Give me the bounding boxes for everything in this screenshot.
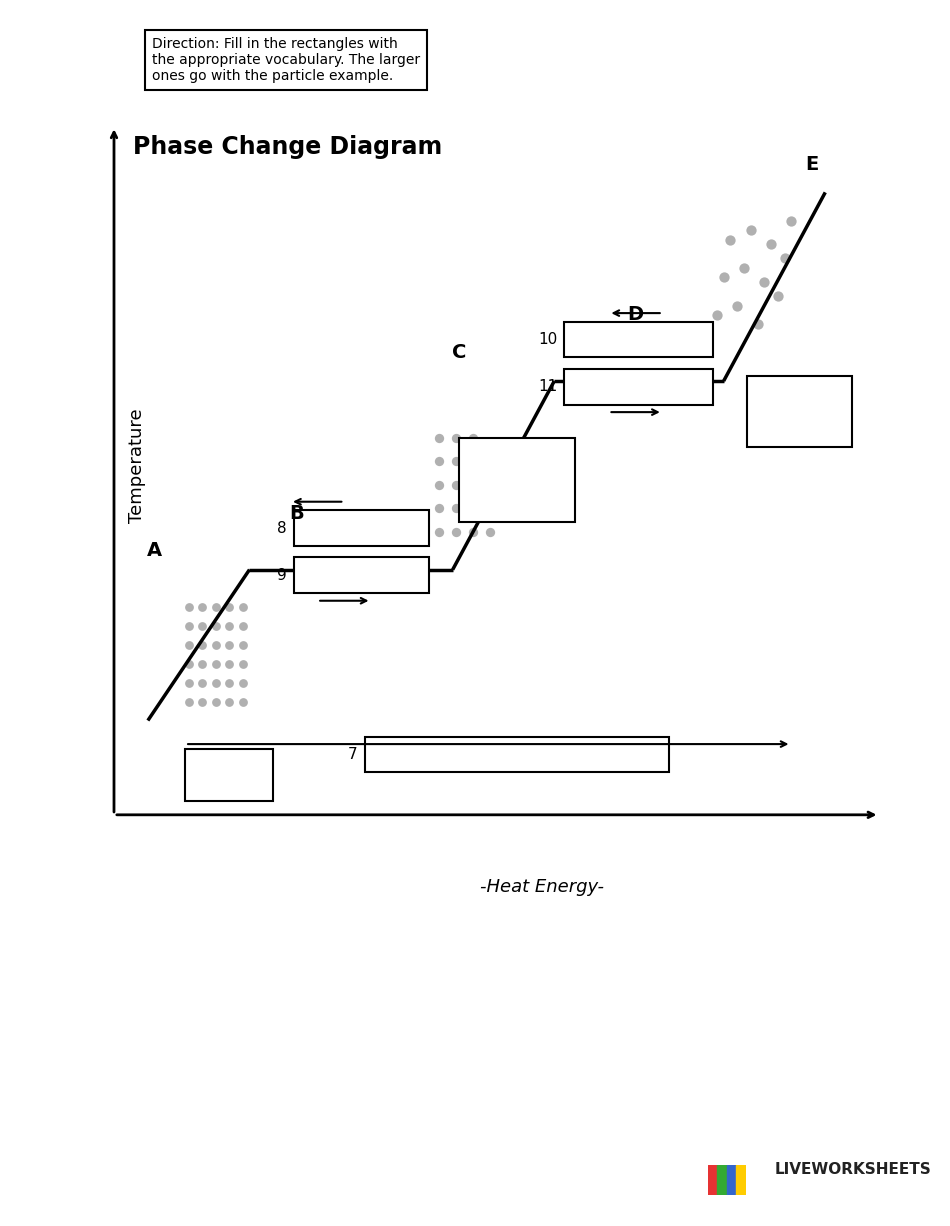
Bar [727,1165,736,1195]
Point [466,451,481,471]
Text: D: D [628,305,644,325]
Text: 8: 8 [277,521,287,536]
Point [195,617,210,636]
Point [208,691,223,711]
Point [743,221,758,240]
Point [208,597,223,617]
Point [466,474,481,494]
Point [448,474,464,494]
Point [431,451,446,471]
Text: C: C [452,343,466,362]
Point [235,597,250,617]
Text: E: E [805,154,818,174]
Text: Temperature: Temperature [128,408,146,524]
Text: Direction: Fill in the rectangles with
the appropriate vocabulary. The larger
on: Direction: Fill in the rectangles with t… [152,37,420,83]
Bar [564,369,713,405]
Text: LIVEWORKSHEETS: LIVEWORKSHEETS [774,1162,931,1177]
Point [448,522,464,542]
Bar [748,376,852,447]
Point [750,315,765,335]
Point [483,522,498,542]
Point [195,635,210,655]
Point [431,474,446,494]
Point [195,655,210,674]
Point [710,305,725,325]
Bar [460,438,575,522]
Point [180,691,196,711]
Point [208,673,223,693]
Bar [294,510,429,546]
Point [448,428,464,447]
Point [208,635,223,655]
Point [784,211,799,230]
Point [466,499,481,519]
Point [221,673,237,693]
Point [221,617,237,636]
Point [777,249,792,268]
Point [466,522,481,542]
Point [195,691,210,711]
Text: 11: 11 [539,379,558,395]
Point [716,267,732,287]
Bar [185,749,274,801]
Bar [736,1165,746,1195]
Point [208,617,223,636]
Bar [717,1165,727,1195]
Text: 7: 7 [349,747,358,763]
Text: Phase Change Diagram: Phase Change Diagram [133,135,443,159]
Point [235,691,250,711]
Point [221,691,237,711]
Point [723,229,738,249]
Bar [294,558,429,593]
Text: A: A [147,541,162,560]
Point [483,499,498,519]
Point [483,474,498,494]
Point [466,428,481,447]
Text: B: B [290,504,304,522]
Text: 9: 9 [277,568,287,582]
Point [221,635,237,655]
Point [448,499,464,519]
Bar [564,321,713,358]
Text: -Heat Energy-: -Heat Energy- [481,878,604,896]
Point [736,257,751,277]
Point [235,655,250,674]
Point [431,499,446,519]
Point [483,451,498,471]
Point [221,597,237,617]
Point [757,272,772,292]
Point [764,234,779,254]
Point [431,428,446,447]
Bar [365,737,670,772]
Point [180,673,196,693]
Point [180,655,196,674]
Point [180,617,196,636]
Text: 10: 10 [539,332,558,347]
Point [221,655,237,674]
Point [235,617,250,636]
Point [235,635,250,655]
Point [431,522,446,542]
Bar [708,1165,717,1195]
Point [195,673,210,693]
Point [180,635,196,655]
Point [770,287,786,306]
Point [448,451,464,471]
Point [208,655,223,674]
Point [195,597,210,617]
Point [180,597,196,617]
Point [235,673,250,693]
Point [730,295,745,315]
